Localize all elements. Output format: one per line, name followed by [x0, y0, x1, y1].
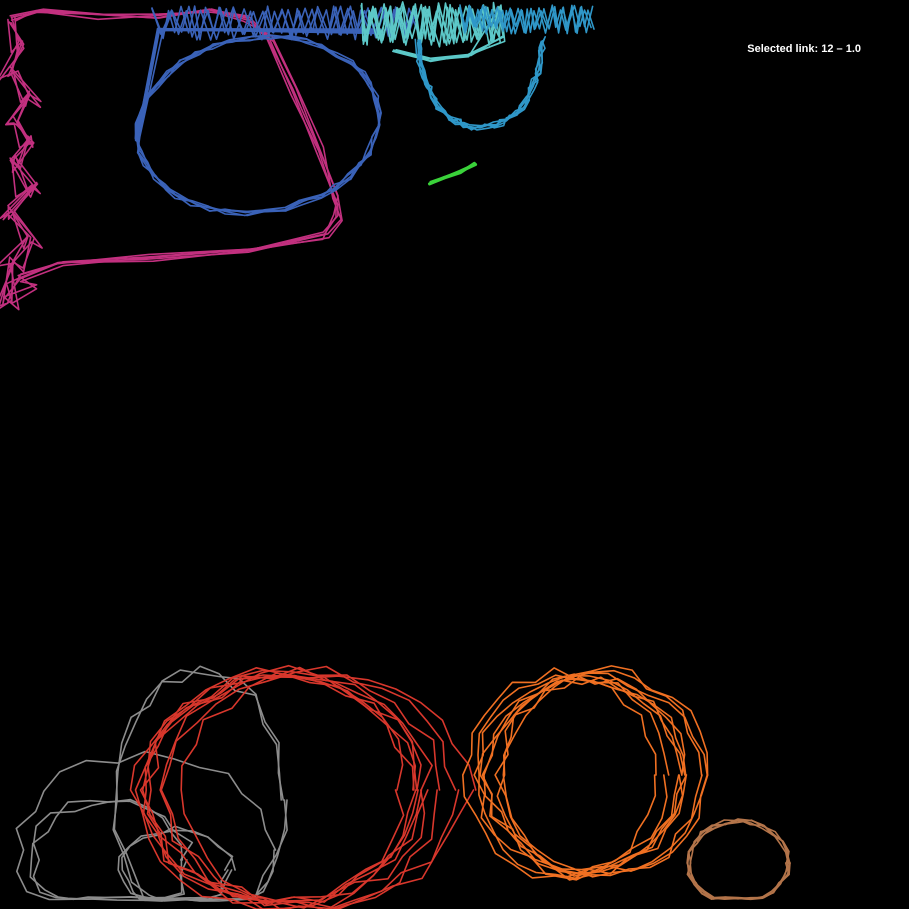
sky-blue-zigzag-band-stroke [459, 4, 594, 35]
green-mark-stroke [428, 163, 478, 186]
magenta-loop-stroke [0, 8, 339, 307]
blue-loop-stroke [135, 28, 381, 217]
orange-loop-stroke [479, 673, 688, 877]
red-loop-stroke [142, 674, 417, 902]
sky-blue-arc-stroke [416, 36, 546, 129]
red-loop-stroke [146, 674, 423, 905]
sky-blue-arc-stroke [414, 38, 543, 130]
blue-loop-stroke [135, 29, 382, 214]
teal-cluster-stroke [361, 1, 502, 62]
red-loop-stroke [159, 664, 441, 909]
orange-loop-stroke [502, 665, 703, 881]
orange-loop-stroke [494, 669, 709, 878]
red-loop-stroke [129, 669, 419, 904]
red-loop-stroke [180, 672, 477, 909]
selected-link-label: Selected link: [747, 43, 819, 55]
sky-blue-arc-stroke [418, 39, 546, 131]
orange-loop-stroke [477, 674, 657, 880]
grey-loop-stroke [15, 750, 277, 902]
selected-link-status: Selected link: 12 – 1.0 [747, 43, 861, 55]
brown-loop-stroke [686, 820, 791, 900]
red-loop-stroke [141, 666, 429, 909]
orange-loop-stroke [481, 672, 709, 876]
selected-link-value: 12 – 1.0 [821, 43, 861, 55]
grey-loop-stroke [113, 669, 288, 902]
grey-loop-stroke [112, 665, 288, 902]
magenta-loop-stroke [0, 8, 343, 309]
red-loop-stroke [134, 667, 405, 909]
sky-blue-arc-stroke [417, 39, 544, 130]
red-loop-stroke [139, 676, 433, 909]
blue-loop-stroke [134, 28, 382, 213]
sky-blue-arc-stroke [419, 37, 546, 131]
strokes-group [0, 1, 791, 909]
magenta-loop-stroke [0, 9, 339, 311]
sky-blue-arc-stroke [415, 39, 543, 127]
